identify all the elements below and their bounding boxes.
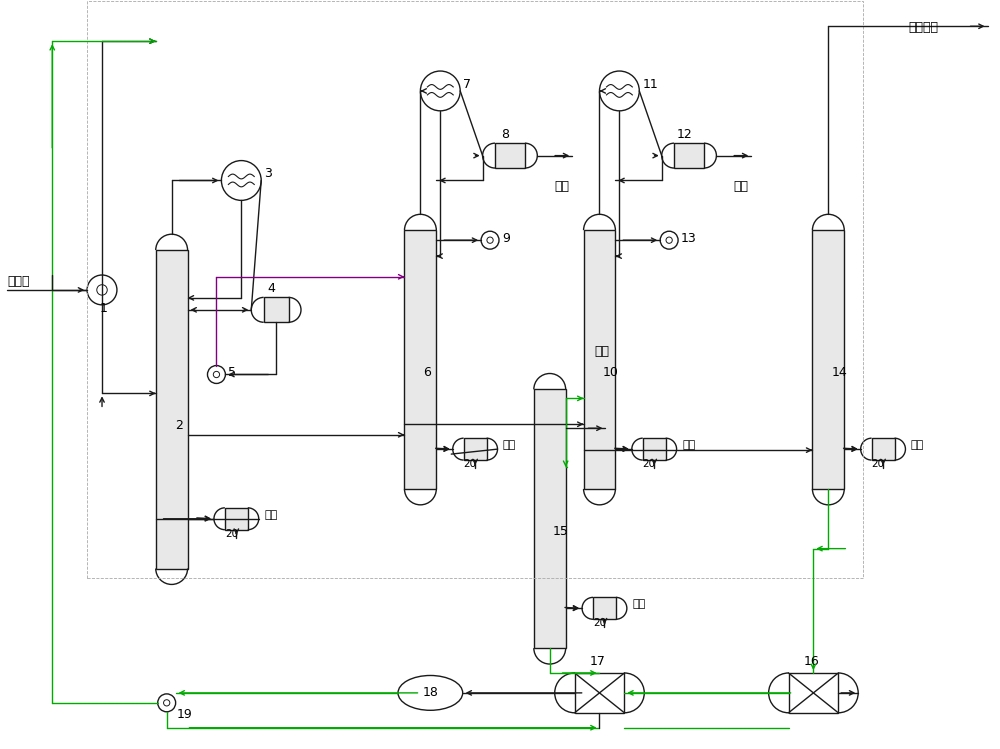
Circle shape [158, 694, 176, 712]
Text: 16: 16 [804, 655, 819, 668]
Text: 8: 8 [501, 127, 509, 141]
Bar [225, 508, 248, 530]
Circle shape [221, 160, 261, 201]
Text: 20: 20 [593, 618, 606, 628]
Text: 7: 7 [463, 78, 471, 91]
Text: 14: 14 [831, 366, 847, 379]
Text: 11: 11 [642, 78, 658, 91]
Circle shape [660, 231, 678, 249]
Bar [264, 297, 289, 322]
Bar [156, 250, 188, 568]
Text: 12: 12 [676, 127, 692, 141]
Text: 15: 15 [553, 525, 569, 539]
Bar [674, 143, 704, 168]
Circle shape [87, 275, 117, 305]
Circle shape [481, 231, 499, 249]
Text: 蒸汽: 蒸汽 [632, 599, 646, 610]
Bar [534, 389, 566, 648]
Bar [812, 230, 844, 489]
Bar [87, 1, 863, 578]
Text: 4: 4 [267, 282, 275, 295]
Text: 20: 20 [464, 459, 477, 469]
Text: 2: 2 [175, 419, 183, 431]
Bar [643, 438, 666, 460]
Text: 10: 10 [602, 366, 618, 379]
Bar [872, 438, 895, 460]
Bar [464, 438, 487, 460]
Text: 3: 3 [264, 168, 272, 181]
Circle shape [420, 71, 460, 111]
Text: 蒸汽: 蒸汽 [264, 510, 277, 520]
Ellipse shape [398, 676, 463, 710]
Text: 17: 17 [590, 655, 605, 668]
Text: 蒸汽: 蒸汽 [503, 440, 516, 450]
Circle shape [207, 366, 225, 383]
Text: 芳烃: 芳烃 [595, 345, 610, 357]
Text: 蒸汽: 蒸汽 [682, 440, 695, 450]
Bar [584, 230, 615, 489]
Text: 原料油: 原料油 [7, 275, 30, 288]
Text: 烷烃: 烷烃 [555, 181, 570, 193]
Text: 1: 1 [100, 302, 108, 315]
Bar [575, 673, 624, 713]
Bar [495, 143, 525, 168]
Text: 20: 20 [872, 459, 885, 469]
Text: 去硫回收: 去硫回收 [908, 21, 938, 34]
Text: 蒸汽: 蒸汽 [911, 440, 924, 450]
Text: 5: 5 [228, 366, 236, 380]
Text: 18: 18 [422, 686, 438, 700]
Text: 烯烃: 烯烃 [734, 181, 749, 193]
Bar [789, 673, 838, 713]
Text: 13: 13 [681, 232, 697, 245]
Bar [593, 598, 616, 619]
Bar [404, 230, 436, 489]
Circle shape [599, 71, 639, 111]
Text: 19: 19 [177, 708, 192, 721]
Text: 9: 9 [502, 232, 510, 245]
Text: 20: 20 [225, 529, 238, 539]
Text: 20: 20 [643, 459, 656, 469]
Text: 6: 6 [423, 366, 431, 379]
